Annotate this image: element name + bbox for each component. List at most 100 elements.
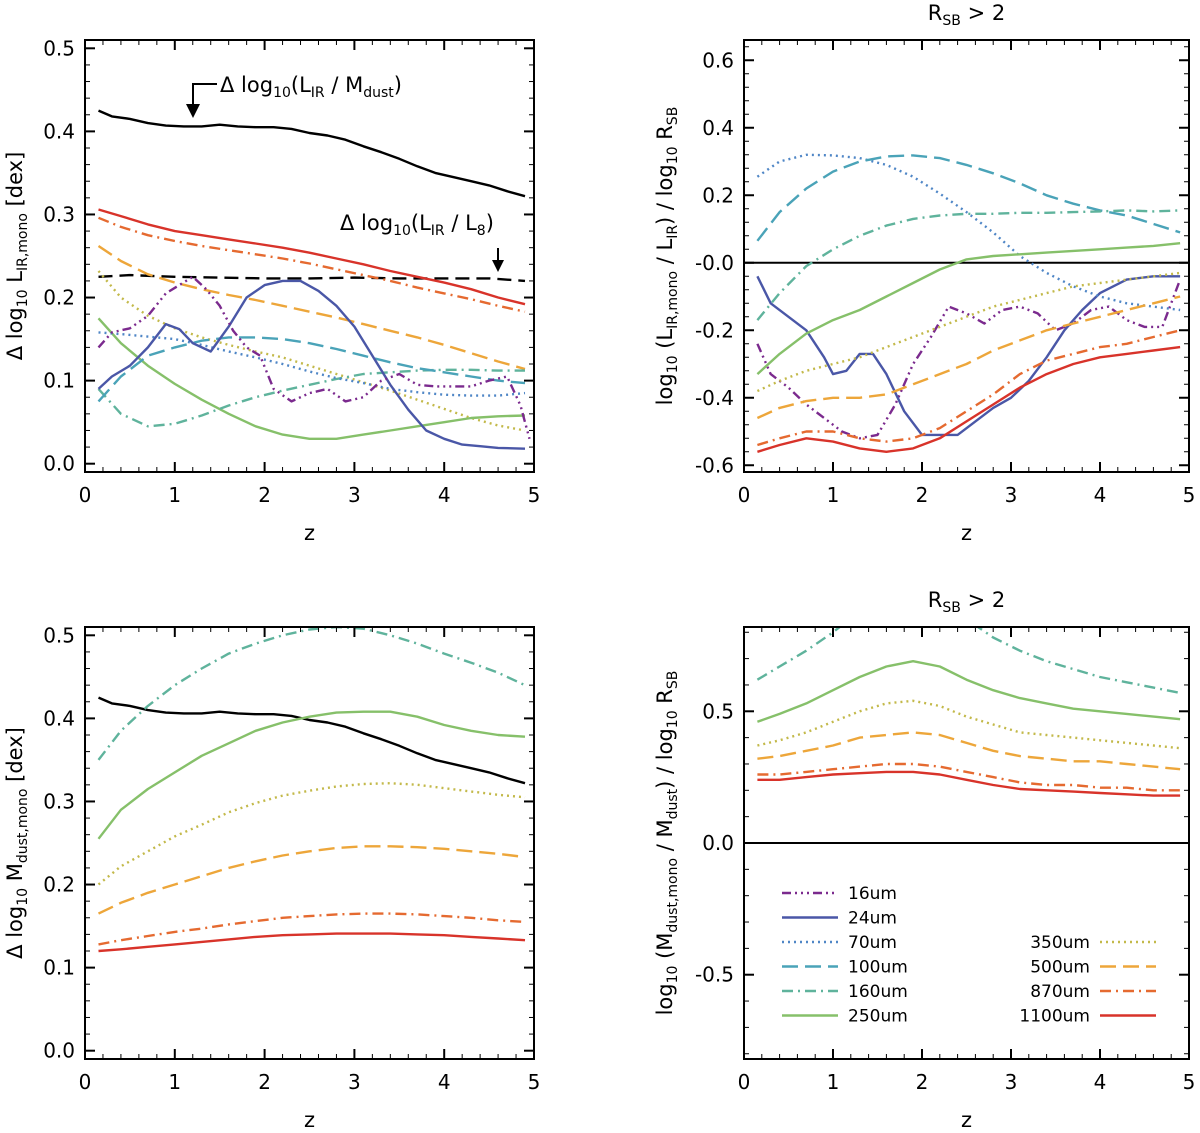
x-tick-label: 2 bbox=[258, 483, 271, 507]
series-line-24um bbox=[97, 279, 526, 450]
y-tick-label: 0.5 bbox=[43, 36, 75, 60]
series-line-500um bbox=[97, 845, 526, 915]
panel-bottom-left: 0 1 2 3 4 5 0.0 0.1 0.2 0.3 0.4 0.5 z Δ log10 Mdust… bbox=[3, 623, 540, 1132]
annotation-arrow-line bbox=[192, 83, 217, 110]
y-tick-label: 0.6 bbox=[702, 48, 734, 72]
series-line-870um bbox=[757, 329, 1181, 447]
y-tick-label: 0.1 bbox=[43, 369, 75, 393]
panel-title: RSB > 2 bbox=[928, 1, 1005, 29]
x-axis-label: z bbox=[304, 521, 315, 545]
y-tick-label: -0.4 bbox=[695, 386, 734, 410]
series-line-24um bbox=[756, 275, 1181, 437]
series-line-100um bbox=[97, 336, 526, 403]
series-line-250um bbox=[97, 710, 526, 840]
x-tick-label: 1 bbox=[827, 1070, 840, 1094]
series-line-total bbox=[98, 696, 526, 785]
series-line-870um bbox=[98, 216, 526, 313]
series-line-350um bbox=[97, 782, 526, 886]
x-tick-label: 0 bbox=[738, 1070, 751, 1094]
y-axis-label: log10 (Mdust,mono / Mdust) / log10 RSB bbox=[653, 671, 681, 1016]
series-line-500um bbox=[757, 731, 1181, 771]
plot-frame bbox=[84, 39, 535, 473]
series-line-350um bbox=[757, 699, 1181, 750]
y-tick-label: 0.5 bbox=[702, 699, 734, 723]
y-tick-label: 0.4 bbox=[702, 116, 734, 140]
series-line-250um bbox=[756, 242, 1181, 375]
series-line-16um bbox=[756, 279, 1182, 440]
x-tick-label: 1 bbox=[168, 1070, 181, 1094]
series-line-350um bbox=[756, 271, 1181, 393]
x-tick-label: 0 bbox=[79, 483, 92, 507]
x-tick-label: 1 bbox=[827, 483, 840, 507]
series-line-160um bbox=[756, 209, 1181, 321]
x-tick-label: 5 bbox=[528, 483, 541, 507]
x-tick-label: 4 bbox=[1094, 1070, 1107, 1094]
legend-label-500um: 500um bbox=[1030, 958, 1090, 978]
x-tick-label: 5 bbox=[1183, 483, 1196, 507]
panel-title: RSB > 2 bbox=[928, 588, 1005, 616]
legend-label-16um: 16um bbox=[848, 884, 897, 904]
x-tick-label: 3 bbox=[348, 1070, 361, 1094]
panel-bottom-right: 0 1 2 3 4 5 -0.5 0.0 0.5 RSB > 2 z log10 (Mdust,… bbox=[653, 588, 1196, 1132]
y-tick-label: 0.0 bbox=[43, 452, 75, 476]
legend-label-1100um: 1100um bbox=[1019, 1007, 1090, 1027]
annotation-text: Δ log10(LIR / L8) bbox=[340, 211, 494, 239]
legend: 16um 24um 70um 100um 160um 250um 350um 500um 870… bbox=[782, 884, 1156, 1027]
y-tick-label: 0.4 bbox=[43, 706, 75, 730]
annotation-text: Δ log10(LIR / Mdust) bbox=[220, 73, 402, 101]
x-axis-label: z bbox=[961, 521, 972, 545]
x-tick-label: 5 bbox=[1183, 1070, 1196, 1094]
series-line-1100um bbox=[757, 770, 1181, 797]
y-tick-label: -0.0 bbox=[695, 251, 734, 275]
y-tick-label: 0.1 bbox=[43, 956, 75, 980]
series-line-160um bbox=[97, 368, 525, 428]
series-line-870um bbox=[757, 762, 1181, 792]
y-tick-label: 0.5 bbox=[43, 623, 75, 647]
x-axis-label: z bbox=[961, 1108, 972, 1132]
y-tick-label: -0.6 bbox=[695, 453, 734, 477]
x-tick-label: 2 bbox=[258, 1070, 271, 1094]
y-tick-label: 0.2 bbox=[702, 183, 734, 207]
y-tick-label: 0.3 bbox=[43, 202, 75, 226]
plot-frame bbox=[84, 626, 535, 1060]
x-tick-label: 0 bbox=[79, 1070, 92, 1094]
panel-top-right: 0 1 2 3 4 5-0.6-0.4-0.2-0.00.20.40.6 RSB > 2 … bbox=[653, 1, 1195, 545]
legend-label-250um: 250um bbox=[848, 1007, 908, 1027]
annotation-lir-l8: Δ log10(LIR / L8) bbox=[340, 211, 504, 272]
x-tick-label: 0 bbox=[738, 483, 751, 507]
x-tick-label: 5 bbox=[528, 1070, 541, 1094]
legend-label-70um: 70um bbox=[848, 933, 897, 953]
y-tick-label: 0.2 bbox=[43, 286, 75, 310]
annotation-lir-mdust: Δ log10(LIR / Mdust) bbox=[186, 73, 402, 118]
y-axis-label: log10 (LIR,mono / LIR) / log10 RSB bbox=[653, 107, 681, 406]
legend-label-350um: 350um bbox=[1030, 933, 1090, 953]
legend-label-100um: 100um bbox=[848, 958, 908, 978]
arrowhead-icon bbox=[186, 104, 200, 118]
series-line-100um bbox=[756, 154, 1181, 242]
series-line-250um bbox=[756, 660, 1181, 723]
series-line-160um bbox=[97, 627, 526, 761]
y-tick-label: 0.0 bbox=[43, 1039, 75, 1063]
x-tick-label: 4 bbox=[1094, 483, 1107, 507]
legend-label-24um: 24um bbox=[848, 909, 897, 929]
series-line-500um bbox=[97, 245, 526, 371]
x-tick-label: 4 bbox=[438, 1070, 451, 1094]
y-tick-label: 0.3 bbox=[43, 789, 75, 813]
x-tick-label: 1 bbox=[168, 483, 181, 507]
legend-label-160um: 160um bbox=[848, 982, 908, 1002]
y-tick-label: 0.0 bbox=[702, 831, 734, 855]
x-axis-label: z bbox=[304, 1108, 315, 1132]
series-line-70um bbox=[756, 153, 1181, 312]
legend-label-870um: 870um bbox=[1030, 982, 1090, 1002]
y-tick-label: 0.4 bbox=[43, 119, 75, 143]
series-line-l8 bbox=[98, 273, 526, 283]
x-tick-label: 3 bbox=[1005, 1070, 1018, 1094]
plot-frame bbox=[743, 39, 1190, 473]
series-line-500um bbox=[756, 295, 1181, 420]
series-line-870um bbox=[98, 912, 526, 946]
series-line-1100um bbox=[98, 208, 526, 306]
series-line-160um bbox=[756, 627, 1181, 695]
series-line-250um bbox=[97, 317, 526, 440]
series-line-16um bbox=[97, 275, 531, 440]
